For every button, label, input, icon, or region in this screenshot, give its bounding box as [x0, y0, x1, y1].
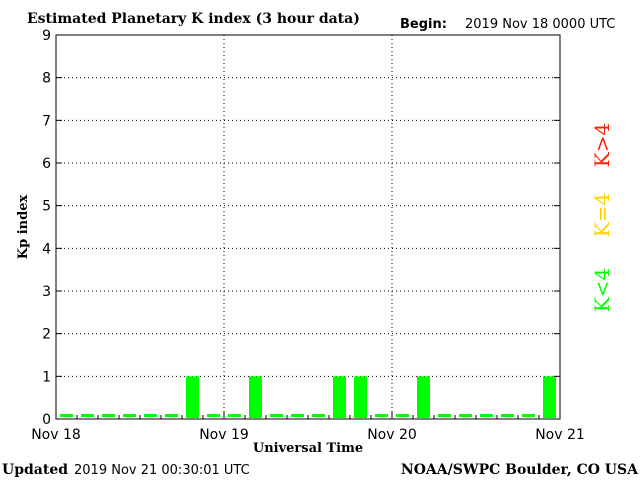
legend-item: K>4	[590, 123, 614, 167]
kp-bar	[165, 414, 178, 417]
updated-label: Updated	[2, 462, 68, 478]
kp-bar	[438, 414, 451, 417]
kp-bar	[228, 414, 241, 417]
kp-bar	[291, 414, 304, 417]
grid-lines	[56, 34, 560, 419]
x-tick-label: Nov 19	[199, 427, 249, 443]
kp-bar	[396, 414, 409, 417]
kp-bar	[60, 414, 73, 417]
x-axis-ticks: Nov 18 Nov 19 Nov 20 Nov 21	[31, 411, 585, 443]
y-tick-label: 3	[42, 284, 51, 300]
kp-bar	[81, 414, 94, 417]
chart-title: Estimated Planetary K index (3 hour data…	[27, 11, 360, 27]
kp-bar	[144, 414, 157, 417]
x-tick-label: Nov 21	[535, 427, 585, 443]
y-tick-label: 0	[42, 412, 51, 428]
y-tick-label: 1	[42, 369, 51, 385]
y-tick-label: 7	[42, 113, 51, 129]
x-tick-label: Nov 18	[31, 427, 81, 443]
y-axis-ticks: 0 1 2 3 4 5 6 7 8 9	[42, 28, 560, 428]
kp-bar	[375, 414, 388, 417]
begin-value: 2019 Nov 18 0000 UTC	[465, 17, 615, 32]
kp-bar	[270, 414, 283, 417]
kp-bar	[312, 414, 325, 417]
kp-bar	[123, 414, 136, 417]
kp-bar	[480, 414, 493, 417]
plot-frame	[55, 34, 561, 420]
bar-series	[60, 376, 556, 418]
x-axis-label: Universal Time	[253, 441, 363, 456]
y-tick-label: 6	[42, 156, 51, 172]
kp-bar	[459, 414, 472, 417]
y-tick-label: 5	[42, 199, 51, 215]
kp-bar	[543, 376, 556, 418]
kp-bar	[417, 376, 430, 418]
legend-item: K=4	[590, 193, 614, 237]
credit-text: NOAA/SWPC Boulder, CO USA	[401, 462, 639, 478]
y-tick-label: 2	[42, 327, 51, 343]
kp-bar	[249, 376, 262, 418]
kp-bar	[102, 414, 115, 417]
kp-bar	[354, 376, 367, 418]
legend: K>4 K=4 K<4	[590, 123, 614, 312]
y-tick-label: 8	[42, 71, 51, 87]
kp-bar	[522, 414, 535, 417]
y-axis-label: Kp index	[16, 195, 31, 260]
y-tick-label: 9	[42, 28, 51, 44]
begin-label: Begin:	[400, 17, 447, 32]
legend-item: K<4	[590, 268, 614, 312]
kp-bar	[333, 376, 346, 418]
x-tick-label: Nov 20	[367, 427, 417, 443]
kp-bar	[207, 414, 220, 417]
kp-bar	[186, 376, 199, 418]
kp-bar	[501, 414, 514, 417]
y-tick-label: 4	[42, 241, 51, 257]
updated-value: 2019 Nov 21 00:30:01 UTC	[74, 463, 250, 478]
